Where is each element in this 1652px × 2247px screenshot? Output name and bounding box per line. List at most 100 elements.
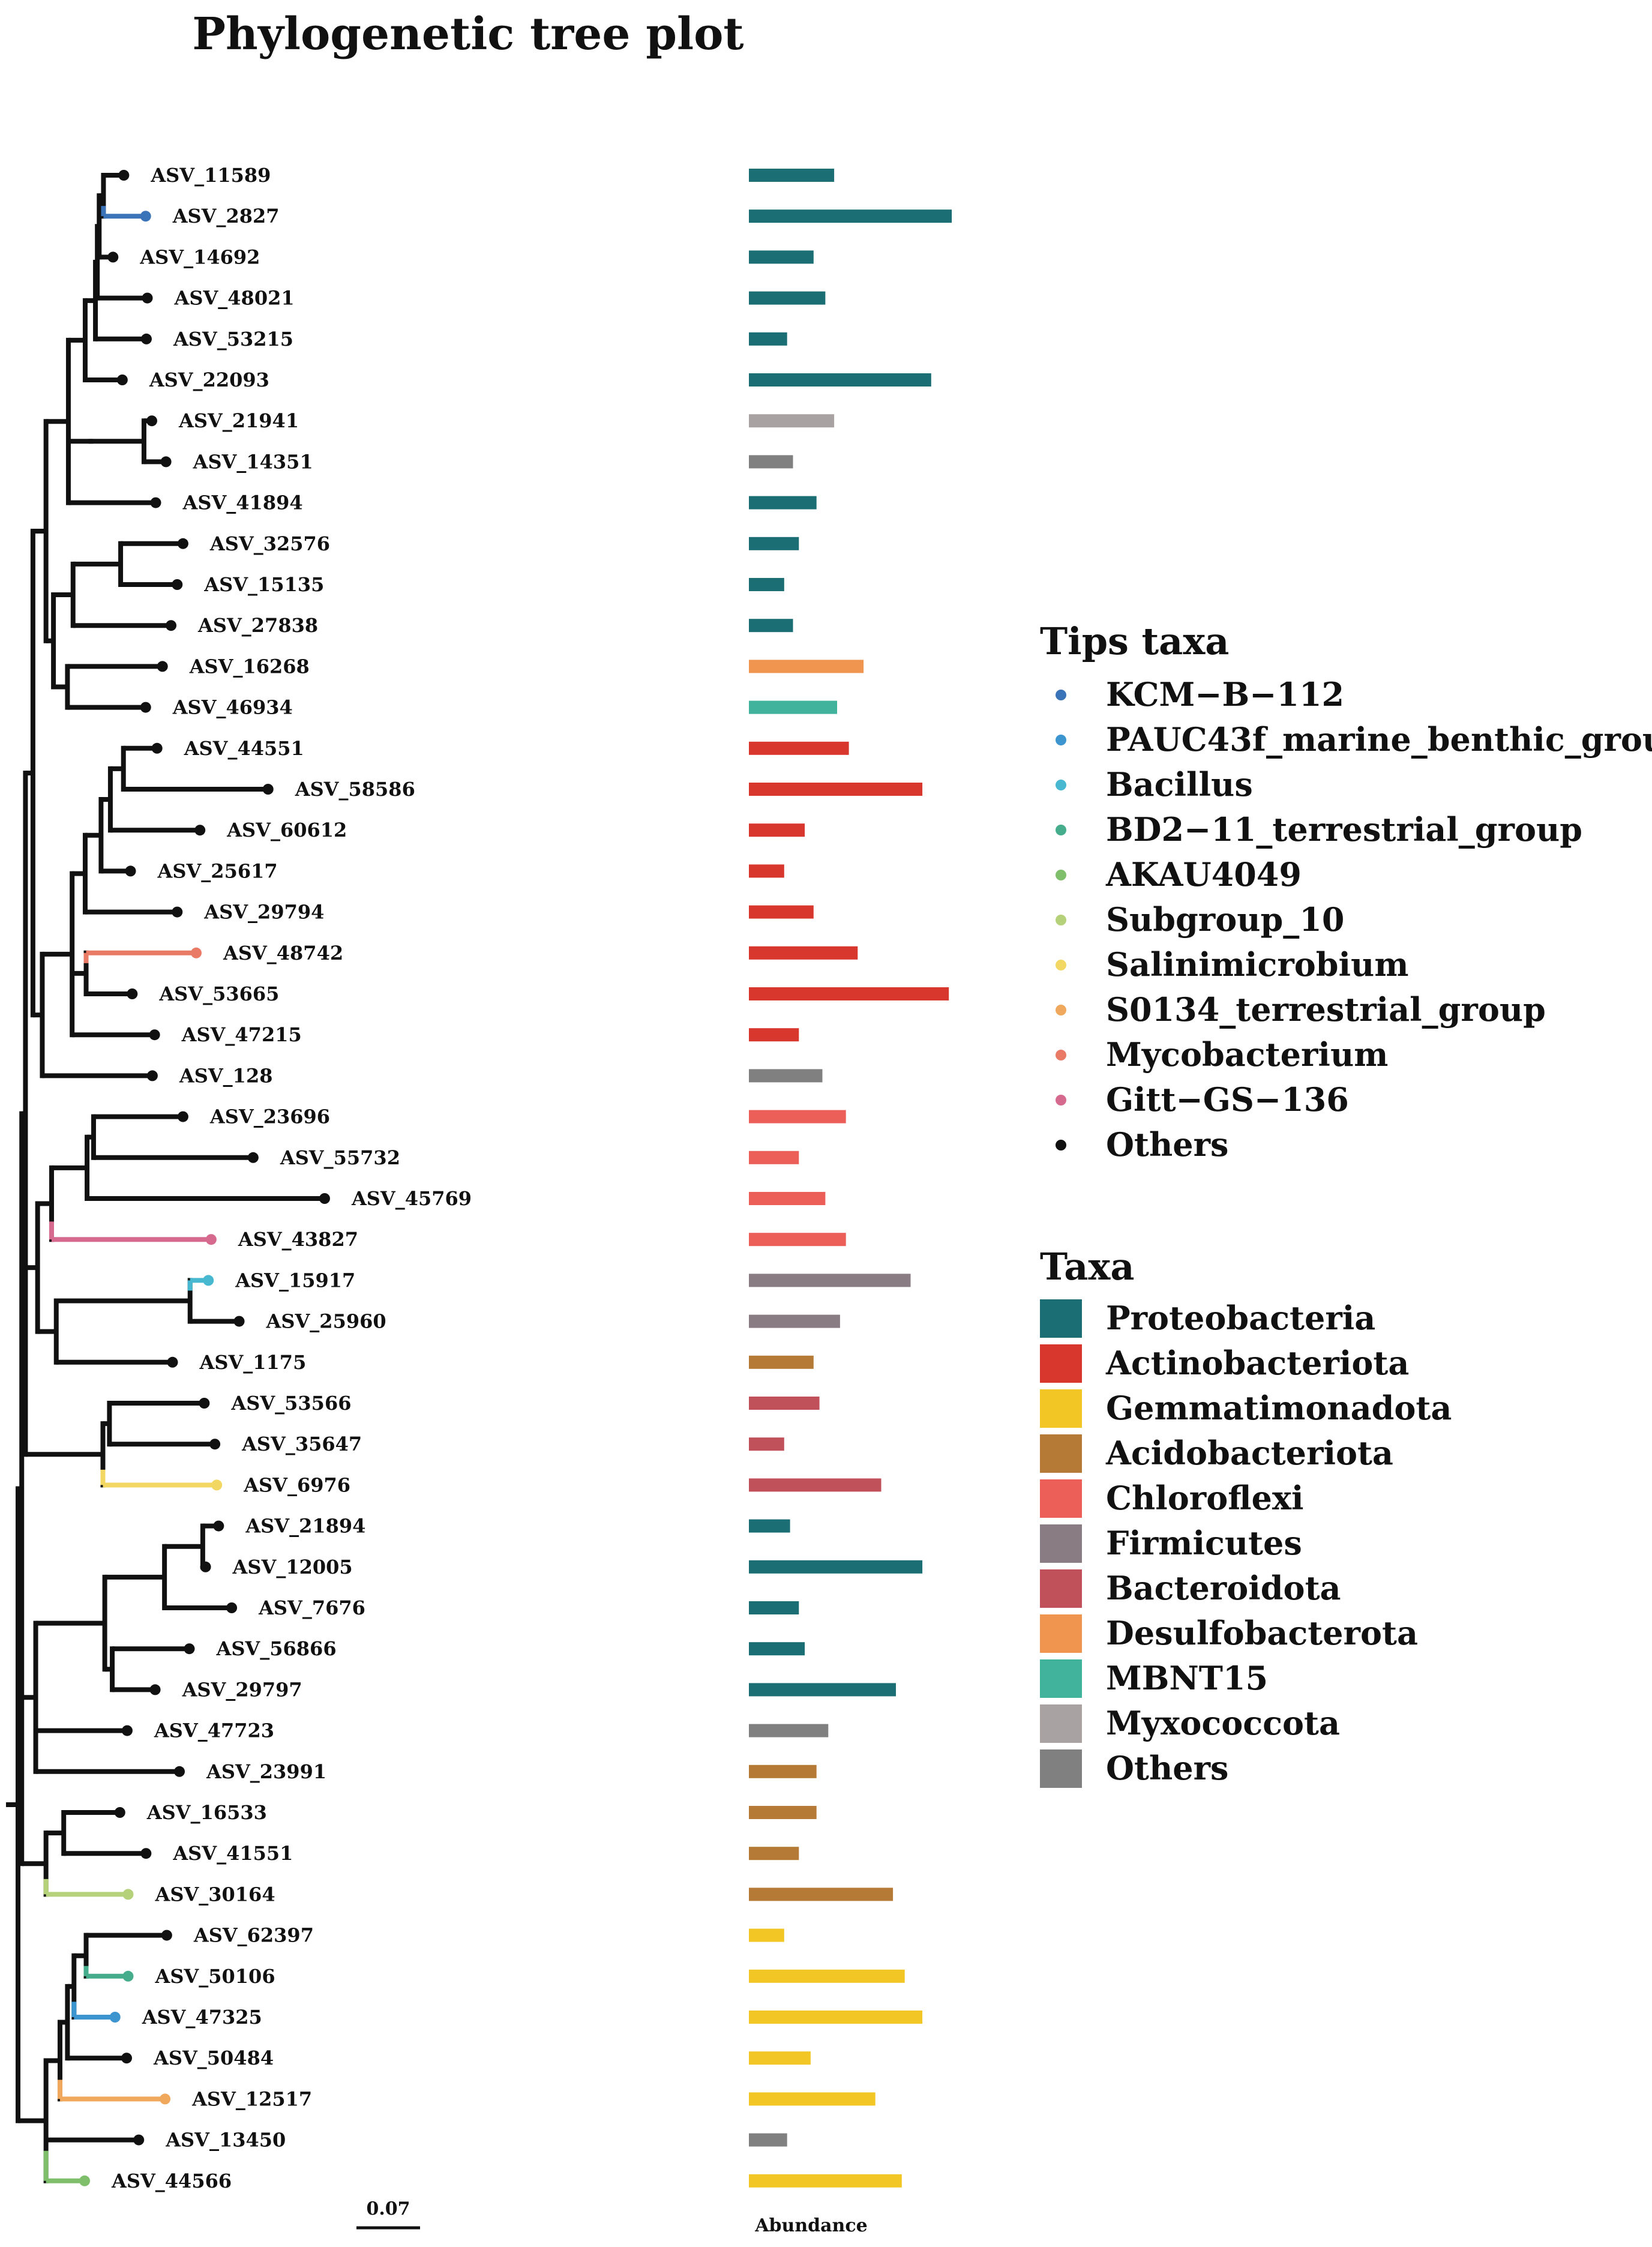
tip-label: ASV_44551 bbox=[184, 737, 304, 760]
tip-point bbox=[160, 2093, 171, 2105]
abundance-bar bbox=[749, 537, 799, 550]
tip-point bbox=[114, 1807, 125, 1818]
tip-label: ASV_48021 bbox=[174, 287, 295, 310]
abundance-bar bbox=[749, 2133, 787, 2147]
tip-point bbox=[142, 292, 153, 304]
tip-point bbox=[146, 1070, 158, 1081]
tips-legend-title: Tips taxa bbox=[1040, 619, 1229, 663]
tips-legend-swatch bbox=[1056, 1095, 1066, 1105]
tip-label: ASV_48742 bbox=[223, 942, 343, 964]
tip-label: ASV_128 bbox=[179, 1064, 273, 1087]
tip-label: ASV_14692 bbox=[139, 245, 260, 268]
abundance-bar bbox=[749, 1519, 790, 1533]
abundance-bar bbox=[749, 1355, 814, 1369]
tips-legend-label: Gitt−GS−136 bbox=[1106, 1080, 1349, 1119]
abundance-bar bbox=[749, 1683, 896, 1697]
tip-label: ASV_45769 bbox=[351, 1187, 472, 1210]
tip-label: ASV_50484 bbox=[153, 2047, 274, 2069]
tips-legend-swatch bbox=[1056, 690, 1066, 700]
abundance-bar bbox=[749, 455, 793, 469]
tip-point bbox=[150, 497, 161, 508]
abundance-bar bbox=[749, 864, 784, 878]
tips-legend-label: Salinimicrobium bbox=[1106, 945, 1408, 984]
tip-point bbox=[247, 1152, 259, 1163]
taxa-legend-label: Desulfobacterota bbox=[1106, 1614, 1418, 1652]
tip-point bbox=[199, 1398, 210, 1409]
tips-legend-swatch bbox=[1056, 825, 1066, 835]
tip-point bbox=[127, 988, 138, 999]
taxa-legend-label: Bacteroidota bbox=[1106, 1569, 1341, 1607]
taxa-legend-title: Taxa bbox=[1040, 1245, 1135, 1289]
tip-label: ASV_1175 bbox=[199, 1351, 307, 1374]
taxa-legend-label: Acidobacteriota bbox=[1105, 1434, 1393, 1472]
taxa-legend-label: Others bbox=[1106, 1749, 1228, 1787]
tip-point bbox=[262, 784, 274, 795]
tips-legend-swatch bbox=[1056, 1050, 1066, 1060]
taxa-legend-label: Gemmatimonadota bbox=[1106, 1389, 1452, 1427]
tip-label: ASV_56866 bbox=[215, 1637, 336, 1660]
abundance-bar bbox=[749, 2011, 923, 2024]
abundance-bar bbox=[749, 209, 952, 223]
abundance-bar bbox=[749, 700, 837, 714]
abundance-bar bbox=[749, 1192, 826, 1205]
tip-point bbox=[172, 906, 183, 918]
tip-point bbox=[122, 1970, 134, 1982]
taxa-legend-label: Proteobacteria bbox=[1106, 1299, 1375, 1337]
abundance-bar bbox=[749, 1764, 817, 1778]
tip-label: ASV_29797 bbox=[182, 1678, 302, 1701]
scale-bar-label: 0.07 bbox=[366, 2198, 410, 2219]
abundance-bar bbox=[749, 332, 787, 346]
taxa-legend-swatch bbox=[1040, 1434, 1082, 1473]
tip-label: ASV_21894 bbox=[245, 1515, 365, 1538]
tip-label: ASV_7676 bbox=[258, 1596, 365, 1619]
tip-label: ASV_53665 bbox=[158, 982, 279, 1005]
abundance-bar bbox=[749, 823, 805, 837]
tip-label: ASV_30164 bbox=[154, 1883, 275, 1906]
tip-label: ASV_41551 bbox=[172, 1842, 293, 1865]
tip-point bbox=[146, 415, 157, 427]
abundance-bar bbox=[749, 2174, 902, 2188]
tip-label: ASV_58586 bbox=[295, 778, 415, 801]
abundance-bar bbox=[749, 1151, 799, 1164]
taxa-legend-label: Actinobacteriota bbox=[1105, 1344, 1409, 1382]
abundance-bars bbox=[749, 169, 952, 2188]
tip-point bbox=[157, 661, 168, 672]
taxa-legend-label: Myxococcota bbox=[1106, 1704, 1340, 1742]
taxa-legend-swatch bbox=[1040, 1614, 1082, 1653]
tip-point bbox=[203, 1275, 214, 1286]
taxa-legend-label: Firmicutes bbox=[1106, 1524, 1302, 1562]
tip-point bbox=[177, 538, 188, 549]
tip-label: ASV_55732 bbox=[280, 1146, 400, 1169]
taxa-legend-swatch bbox=[1040, 1524, 1082, 1563]
abundance-bar bbox=[749, 1969, 905, 1983]
tip-point bbox=[125, 865, 136, 877]
abundance-bar bbox=[749, 373, 931, 387]
abundance-axis-label: Abundance bbox=[754, 2215, 867, 2236]
tip-label: ASV_25617 bbox=[157, 859, 278, 882]
taxa-legend-swatch bbox=[1040, 1659, 1082, 1698]
abundance-bar bbox=[749, 169, 835, 182]
tip-label: ASV_53566 bbox=[230, 1392, 351, 1415]
tip-point bbox=[116, 374, 128, 385]
abundance-bar bbox=[749, 1724, 829, 1737]
tip-label: ASV_12517 bbox=[191, 2087, 312, 2110]
tip-point bbox=[140, 702, 151, 713]
tip-label: ASV_15135 bbox=[203, 573, 324, 596]
tip-point bbox=[121, 1725, 133, 1736]
abundance-bar bbox=[749, 783, 923, 796]
taxa-legend-swatch bbox=[1040, 1749, 1082, 1788]
tip-point bbox=[209, 1439, 221, 1450]
tips-legend-label: AKAU4049 bbox=[1105, 855, 1302, 894]
abundance-bar bbox=[749, 946, 858, 960]
tip-label: ASV_12005 bbox=[232, 1556, 353, 1578]
tip-label: ASV_13450 bbox=[165, 2129, 286, 2152]
abundance-bar bbox=[749, 414, 835, 428]
tip-label: ASV_50106 bbox=[154, 1965, 275, 1988]
tip-point bbox=[205, 1234, 217, 1245]
tip-label: ASV_23991 bbox=[206, 1760, 326, 1783]
abundance-bar bbox=[749, 905, 814, 919]
abundance-bar bbox=[749, 1560, 923, 1574]
tips-legend-label: S0134_terrestrial_group bbox=[1106, 990, 1546, 1029]
tips-legend-swatch bbox=[1056, 1005, 1066, 1015]
abundance-bar bbox=[749, 1069, 823, 1083]
